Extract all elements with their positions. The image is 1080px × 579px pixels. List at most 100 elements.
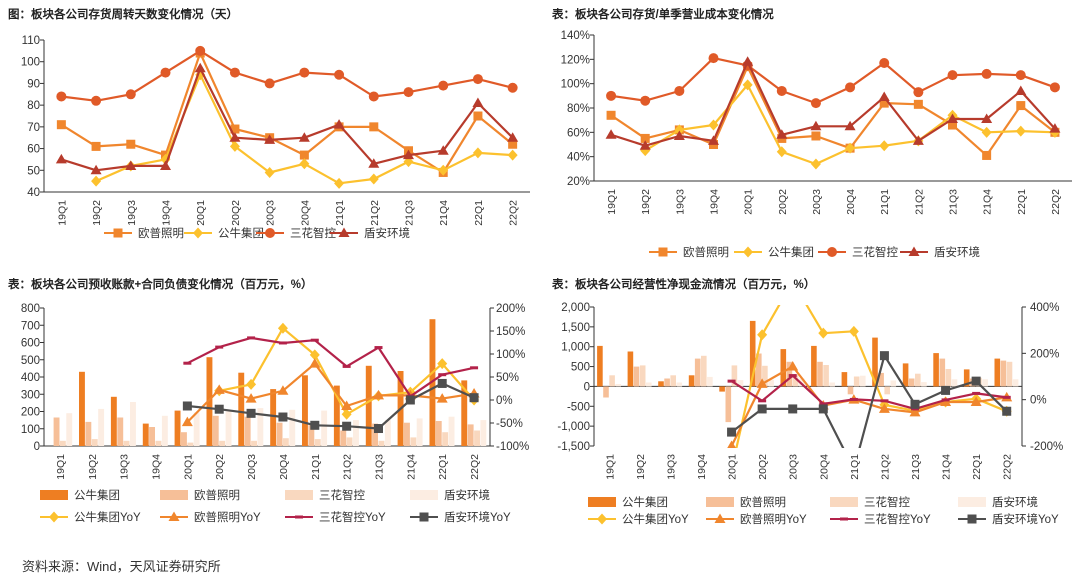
c4-bar-da_bar-110 [921, 382, 927, 387]
c3-marker-sh_yoy-115 [215, 345, 224, 349]
c2-marker-sh-93 [913, 87, 924, 98]
c3-bar-sh_bar-50 [410, 437, 417, 446]
c3-bar-da_bar-255 [130, 402, 136, 446]
c4-legend-swatch [588, 497, 616, 507]
c3-marker-op--13 [341, 400, 353, 410]
c4-bar-gn_bar-1650 [749, 320, 756, 387]
c4-legend-marker [597, 513, 607, 525]
c2-marker-op-84 [879, 98, 889, 108]
c4-xtick: 21Q4 [941, 454, 953, 480]
c3-xtick: 21Q1 [310, 454, 322, 480]
c2-legend-marker [908, 246, 920, 256]
c1-legend-label: 欧普照明 [138, 226, 184, 240]
c2-xtick: 19Q4 [709, 189, 721, 215]
c3-marker-da_yoy--55 [310, 420, 320, 430]
c1-marker-da-59 [437, 145, 449, 155]
c4-xtick: 21Q2 [879, 454, 891, 480]
c3-legend-label: 欧普照明 [194, 488, 240, 502]
c4-bar-sh_bar--200 [884, 386, 890, 395]
c2-marker-gn-47 [845, 142, 856, 154]
c4-marker-op--55 [909, 406, 921, 417]
c3-bar-gn_bar-430 [79, 371, 85, 446]
c2-marker-sh-97 [1049, 82, 1060, 93]
c1-xtick: 19Q3 [126, 200, 138, 226]
c3-ytick: 800 [21, 303, 40, 315]
c3-bar-op_bar-110 [149, 427, 155, 446]
c4-xtick: 21Q3 [910, 454, 922, 480]
c2-marker-gn-60 [981, 126, 992, 138]
c2-xtick: 21Q2 [913, 189, 925, 215]
c1-legend-marker [338, 227, 350, 237]
c3-ytick: 500 [21, 355, 40, 367]
c4-bar-da_bar-180 [1012, 379, 1019, 387]
c4-xtick: 20Q4 [818, 454, 830, 480]
c3-bar-op_bar-125 [467, 424, 474, 446]
c2-xtick: 21Q4 [982, 189, 994, 215]
c4-line-op [730, 365, 1007, 447]
c3-bar-sh_bar-20 [187, 442, 194, 446]
c1-xtick: 19Q1 [56, 200, 68, 226]
c1-xtick: 19Q4 [161, 200, 173, 226]
c2-marker-gn-44 [776, 146, 787, 158]
c1-marker-op-71 [56, 120, 66, 130]
c3-xtick: 20Q2 [214, 454, 226, 480]
c4-bar-gn_bar-840 [933, 353, 939, 387]
c1-marker-sh-85 [125, 89, 136, 100]
c3-bar-sh_bar-40 [91, 439, 98, 446]
c4-bar-sh_bar-280 [609, 375, 615, 387]
c3-bar-gn_bar-465 [365, 365, 372, 446]
c3-bar-sh_bar-40 [314, 439, 321, 446]
c1-marker-da-50 [90, 164, 102, 175]
c1-xtick: 20Q4 [299, 200, 311, 226]
c4-legend-marker [840, 517, 848, 521]
c4-xtick: 19Q1 [604, 454, 616, 480]
c1-ytick: 60 [27, 144, 40, 156]
c3-marker-sh_yoy-114 [374, 346, 383, 350]
c1-marker-sh-89 [438, 80, 449, 91]
c1-xtick: 20Q2 [230, 200, 242, 226]
c4-marker-da_yoy--50 [1002, 406, 1012, 416]
c3-bar-sh_bar-80 [442, 432, 449, 446]
c4-bar-op_bar-200 [664, 378, 670, 387]
c3-bar-gn_bar-410 [302, 375, 308, 446]
c1-line-da [61, 67, 514, 172]
c2-legend-marker [658, 247, 668, 257]
c3-marker-da_yoy-36 [437, 378, 447, 388]
c3-ytick: 200 [21, 407, 40, 419]
c4-marker-sh_yoy-10 [1002, 395, 1011, 399]
c2-xtick: 20Q4 [845, 189, 857, 215]
c1-marker-da-81 [472, 97, 484, 107]
c4-bar-op_bar-200 [908, 378, 915, 387]
c1-marker-op-75 [473, 111, 483, 121]
c3-bar-op_bar-165 [53, 417, 60, 446]
c4-legend-marker [967, 514, 977, 524]
c4-ytick: -1,500 [557, 441, 590, 453]
c3-ytick: 700 [21, 320, 40, 332]
c3-legend-label: 公牛集团YoY [74, 510, 141, 524]
c3-marker-da_yoy--62 [374, 424, 383, 434]
c1-xtick: 20Q3 [265, 200, 277, 226]
c3-bar-op_bar-165 [117, 417, 124, 446]
c2-marker-da-63 [1049, 123, 1061, 133]
c3-legend-marker [295, 515, 303, 519]
c4-marker-da_yoy--140 [727, 427, 737, 437]
c3-ytick: 0 [34, 441, 40, 453]
c4-bar-gn_bar--130 [719, 386, 725, 392]
c3-marker-sh_yoy-80 [183, 361, 192, 365]
c1-marker-sh-86 [403, 87, 414, 98]
c3-bar-da_bar-205 [321, 410, 328, 446]
c3-marker-sh_yoy-55 [438, 373, 447, 377]
c3-bar-op_bar-90 [340, 430, 347, 446]
c4-marker-op--10 [970, 396, 982, 406]
c1-marker-gn-57 [507, 149, 518, 161]
c4-y2tick: 0% [1030, 395, 1047, 407]
c2-marker-gn-49 [879, 140, 890, 152]
c3-marker-sh_yoy-73 [342, 364, 351, 368]
c3-bar-op_bar-140 [85, 421, 92, 446]
c2-marker-sh-94 [674, 85, 685, 96]
c4-bar-gn_bar-1230 [872, 337, 878, 387]
c2-marker-da-89 [878, 91, 890, 102]
c2-ytick: 40% [567, 152, 590, 164]
c3-marker-gn--31 [341, 408, 352, 420]
c1-xtick: 21Q1 [334, 200, 346, 226]
